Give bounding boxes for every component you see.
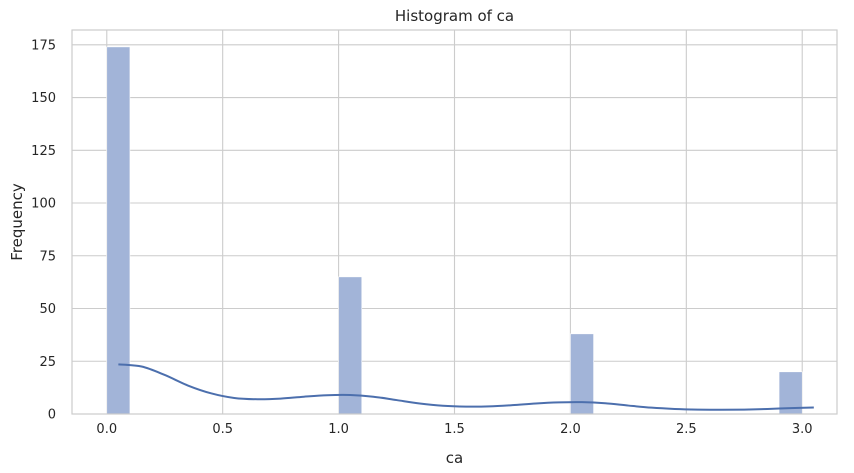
y-tick-label: 50 <box>39 302 56 317</box>
kde-curve-group <box>118 363 814 411</box>
histogram-bars <box>106 46 803 415</box>
y-axis-label: Frequency <box>8 183 26 261</box>
histogram-bar <box>106 46 131 415</box>
y-tick-label: 75 <box>39 249 56 264</box>
x-tick-label: 1.0 <box>328 422 349 437</box>
x-tick-label: 3.0 <box>792 422 813 437</box>
y-tick-label: 150 <box>31 91 56 106</box>
y-tick-label: 0 <box>48 408 56 423</box>
x-axis-label: ca <box>446 449 463 467</box>
y-tick-label: 100 <box>31 197 56 212</box>
y-tick-label: 125 <box>31 144 56 159</box>
chart-title: Histogram of ca <box>395 7 514 25</box>
y-tick-label: 25 <box>39 355 56 370</box>
x-tick-label: 2.0 <box>560 422 581 437</box>
axes-frame <box>71 29 838 415</box>
tick-labels: 0.0 0.5 1.0 1.5 2.0 2.5 3.0 0 25 50 75 100 125 150 175 <box>31 38 812 437</box>
histogram-bar <box>338 276 363 415</box>
kde-curve <box>118 363 814 411</box>
x-tick-label: 0.5 <box>212 422 233 437</box>
y-tick-label: 175 <box>31 38 56 53</box>
x-tick-label: 2.5 <box>676 422 697 437</box>
x-tick-label: 1.5 <box>444 422 465 437</box>
x-tick-label: 0.0 <box>96 422 117 437</box>
